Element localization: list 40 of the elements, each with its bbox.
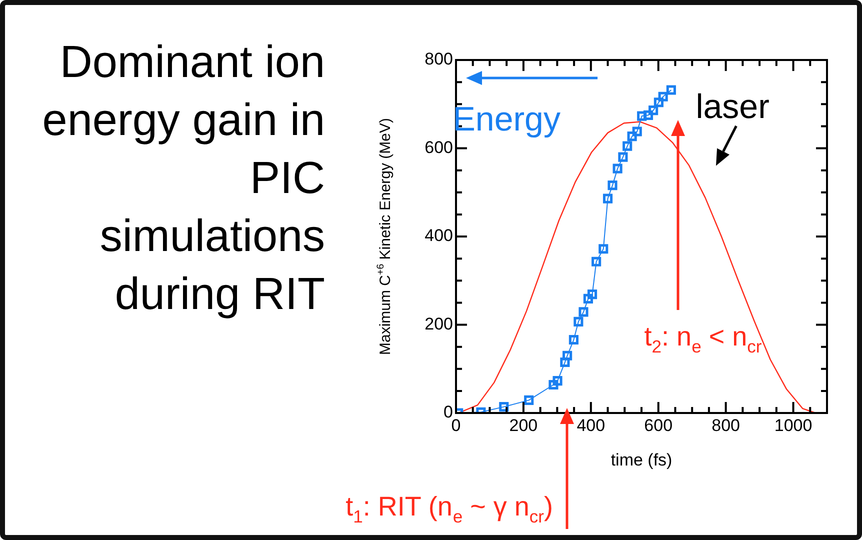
x-tick-label: 800: [712, 416, 740, 435]
point: [648, 106, 658, 116]
point: [637, 111, 647, 121]
x-tick-label: 400: [576, 416, 606, 435]
point: [622, 141, 632, 151]
point: [632, 126, 642, 136]
point: [612, 164, 622, 174]
x-tick-label: 600: [644, 416, 673, 435]
point: [618, 152, 628, 162]
x-axis-title: time (fs): [610, 450, 672, 470]
point: [583, 294, 593, 304]
point: [627, 132, 637, 142]
point: [560, 357, 570, 368]
point: [658, 92, 668, 102]
point: [562, 350, 572, 360]
y-tick-label: 800: [424, 50, 453, 69]
point: [608, 180, 618, 190]
x-tick-label: 1000: [774, 416, 812, 435]
point: [666, 85, 676, 95]
y-tick-label: 600: [424, 138, 453, 157]
y-tick-label: 400: [424, 226, 453, 246]
point: [598, 244, 608, 254]
point: [548, 380, 558, 390]
y-tick-label: 200: [424, 314, 453, 334]
point: [592, 256, 602, 266]
point: [602, 194, 613, 204]
point: [587, 290, 598, 300]
point: [578, 307, 588, 317]
y-axis-title: Maximum C+6 Kinetic Energy (MeV): [375, 118, 394, 355]
y-tick-label: 0: [444, 402, 453, 422]
series-label: laser: [696, 88, 770, 126]
point: [654, 98, 664, 108]
point: [499, 402, 509, 412]
point: [524, 395, 534, 405]
x-tick-label: 200: [509, 416, 538, 435]
point: [643, 110, 654, 120]
point: [574, 316, 584, 326]
point: [552, 376, 562, 386]
point: [568, 334, 578, 345]
text: Dominant ion energy gain in PIC simulations during RIT: [41, 35, 325, 321]
